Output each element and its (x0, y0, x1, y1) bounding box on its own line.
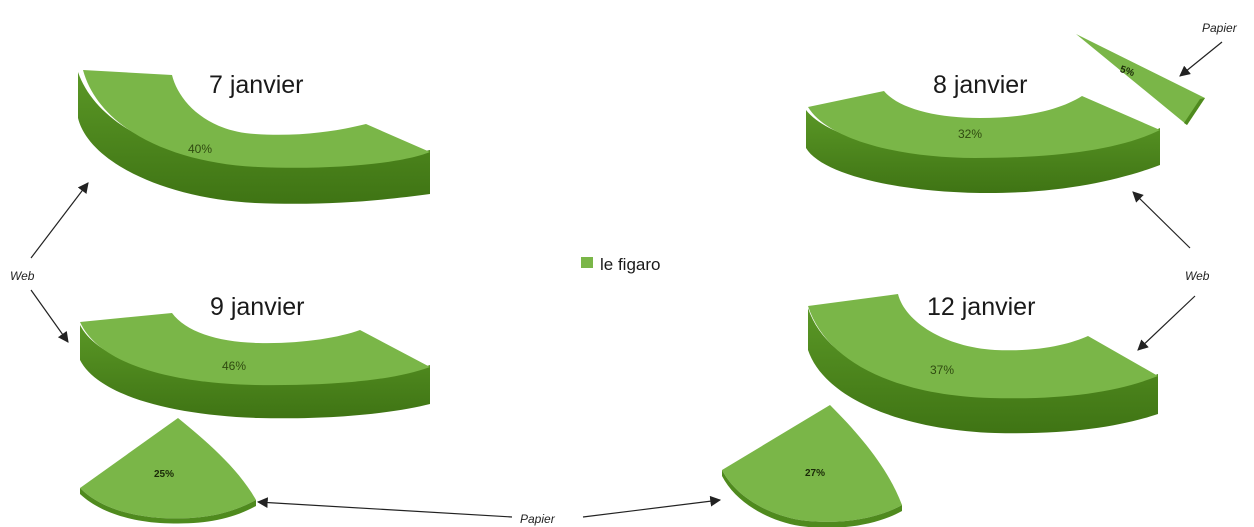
chart-title-12-janvier: 12 janvier (927, 293, 1035, 321)
chart-title-9-janvier: 9 janvier (210, 293, 305, 321)
paper-slice-9-janvier (80, 418, 256, 519)
legend: le figaro (581, 255, 660, 274)
chart-12-janvier: 12 janvier 37% 27% (722, 293, 1158, 527)
web-slice-8-janvier-top (808, 91, 1160, 158)
web-slice-7-janvier-top (83, 70, 430, 168)
chart-title-8-janvier: 8 janvier (933, 71, 1028, 99)
arrow-papier-bottom-right (582, 495, 722, 518)
web-label-7-janvier: 40% (188, 142, 212, 156)
paper-label-8-janvier: 5% (1118, 64, 1135, 79)
web-annotation-left: Web (10, 269, 35, 283)
paper-slice-12-janvier (722, 405, 902, 522)
web-annotation-right: Web (1185, 269, 1210, 283)
chart-8-janvier: 8 janvier 32% 5% (806, 34, 1205, 194)
web-slice-7-janvier (78, 72, 430, 204)
web-slice-12-janvier (808, 308, 1158, 434)
arrow-papier-top (1179, 41, 1223, 77)
papier-annotation-bottom: Papier (520, 512, 556, 526)
web-slice-8-janvier (806, 110, 1160, 194)
paper-label-12-janvier: 27% (805, 468, 825, 479)
legend-label: le figaro (600, 255, 660, 274)
chart-title-7-janvier: 7 janvier (209, 71, 304, 99)
chart-7-janvier: 7 janvier 40% (78, 70, 430, 204)
papier-annotation-top: Papier (1202, 21, 1238, 35)
arrow-web-left-down (30, 289, 69, 343)
chart-9-janvier: 9 janvier 46% 25% (80, 293, 430, 524)
web-label-12-janvier: 37% (930, 363, 954, 377)
web-label-8-janvier: 32% (958, 127, 982, 141)
web-slice-9-janvier-top (80, 313, 430, 386)
arrow-web-right-up (1132, 191, 1191, 249)
arrow-web-left-up (30, 182, 89, 259)
arrow-papier-bottom-left (256, 497, 513, 518)
paper-slice-8-janvier (1076, 34, 1205, 125)
annotations: Web Web Papier Papier (10, 21, 1238, 526)
web-label-9-janvier: 46% (222, 359, 246, 373)
web-slice-9-janvier (80, 325, 430, 419)
paper-label-9-janvier: 25% (154, 469, 174, 480)
web-slice-12-janvier-top (808, 294, 1158, 399)
arrow-web-right-down (1137, 295, 1196, 351)
legend-swatch (581, 257, 593, 268)
